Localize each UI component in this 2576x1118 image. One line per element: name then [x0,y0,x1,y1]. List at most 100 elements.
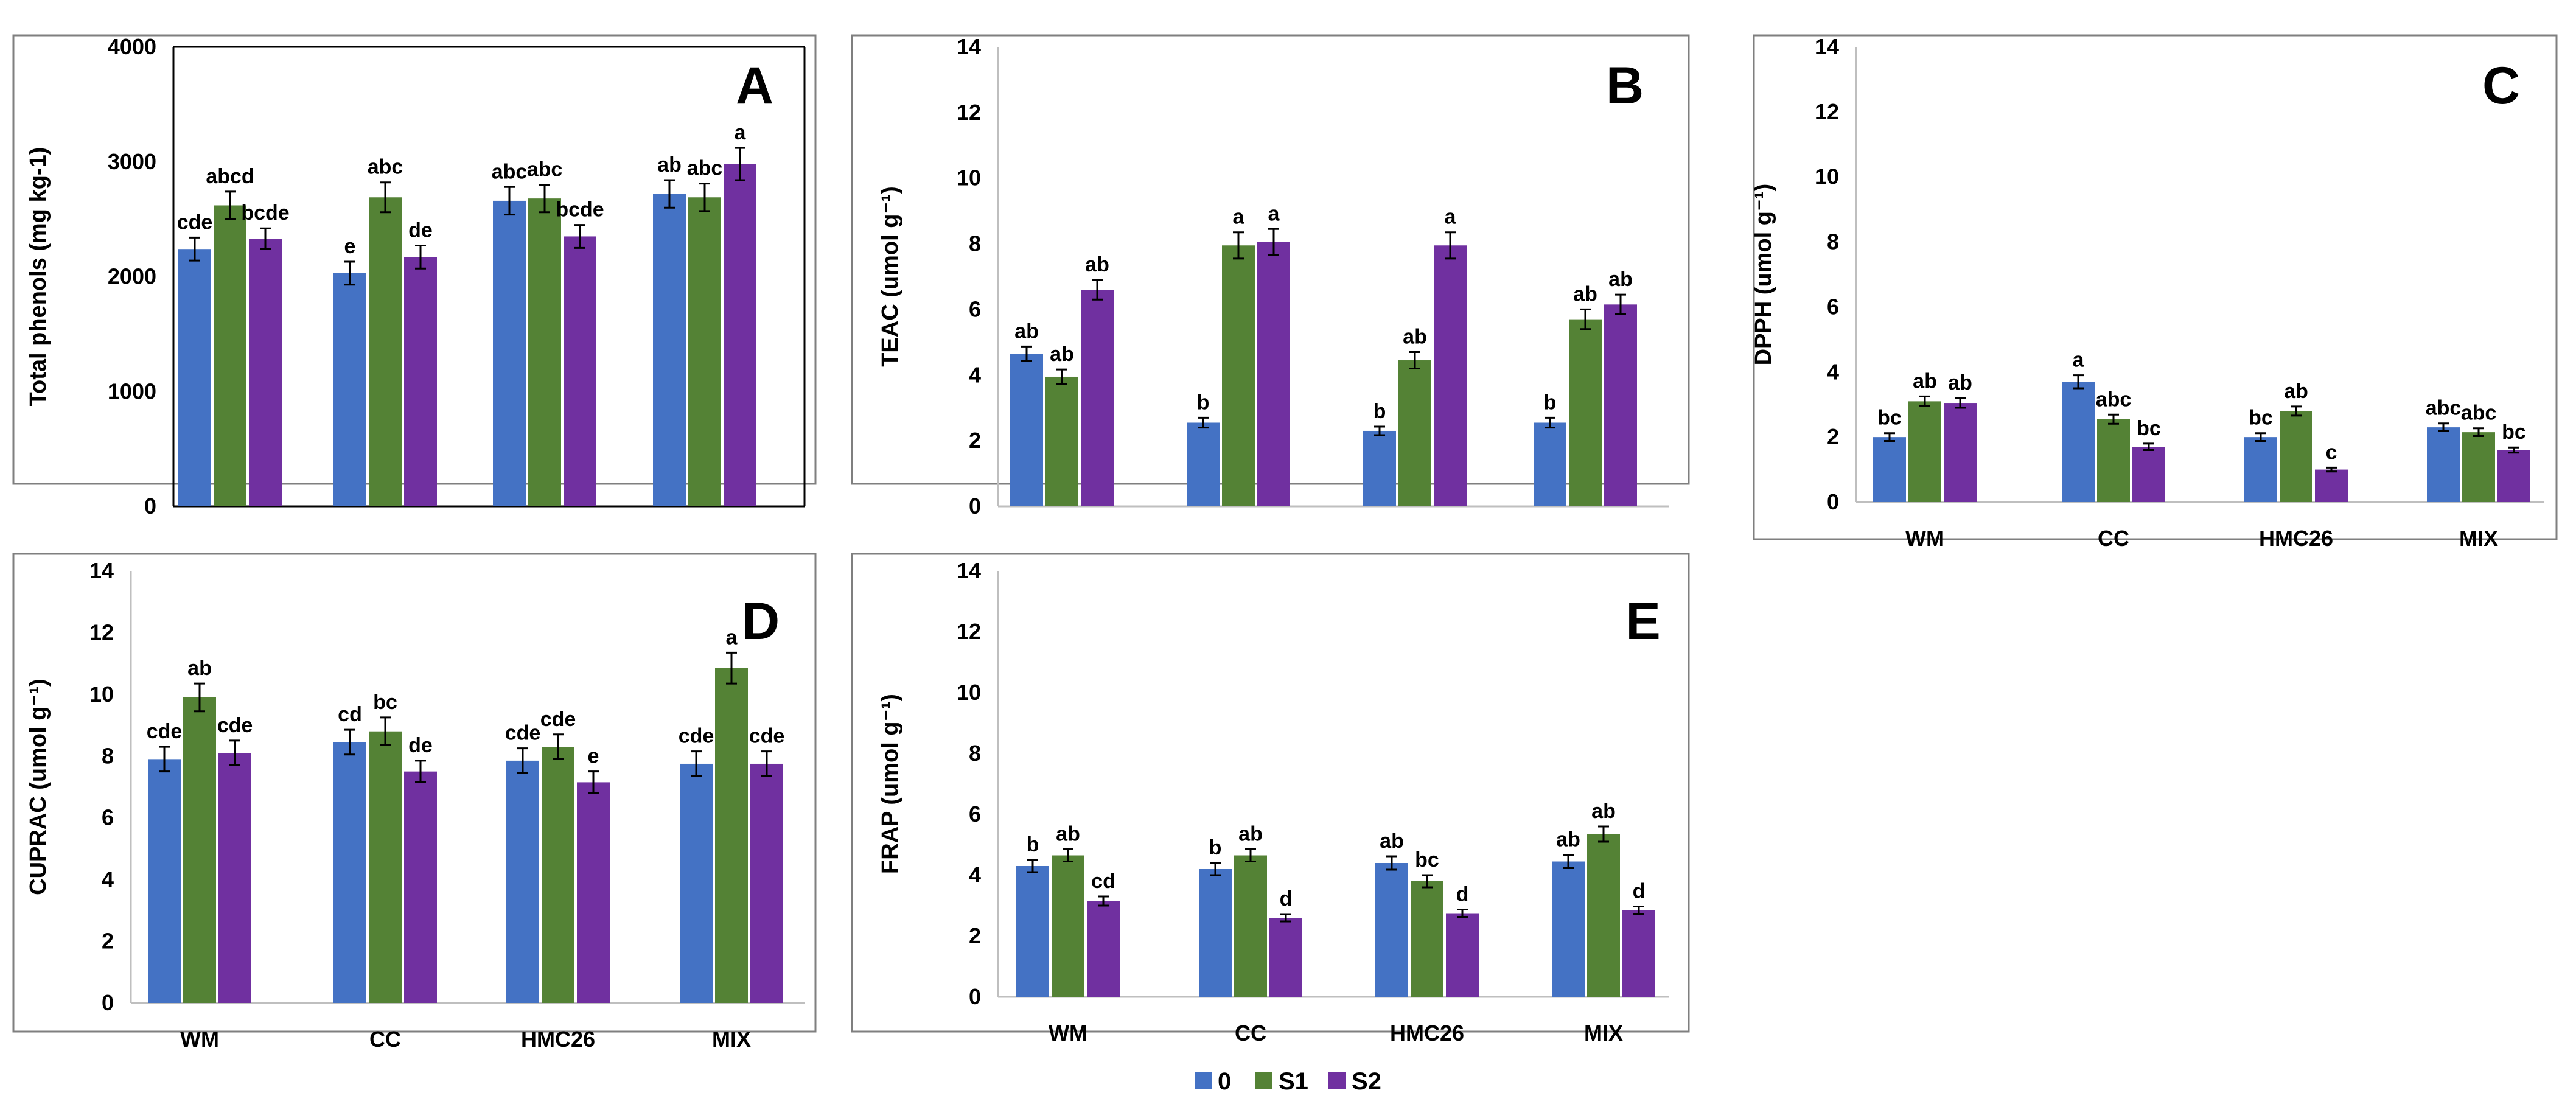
bar-0-wm [148,759,181,1003]
significance-letter: de [408,219,433,242]
category-label-cc: CC [369,1027,401,1052]
bar-0-cc [2062,382,2095,502]
y-tick-label: 0 [1827,489,1839,514]
bar-s2-hmc26 [1434,245,1467,506]
significance-letter: a [1445,206,1457,229]
y-tick-label: 4 [969,362,981,387]
significance-letter: bcde [556,198,604,222]
bar-s1-mix [715,668,748,1003]
y-tick-label: 0 [144,494,156,519]
bar-s1-hmc26 [1411,881,1443,997]
bar-s2-cc [404,257,437,506]
significance-letter: d [1456,883,1469,906]
significance-letter: bc [373,691,397,714]
significance-letter: c [2326,441,2337,464]
y-tick-label: 0 [102,990,114,1015]
bar-s2-mix [724,164,756,506]
significance-letter: a [1268,202,1280,225]
category-label-wm: WM [1049,1021,1087,1046]
legend: 0 S1 S2 [1195,1068,1381,1095]
y-tick-label: 12 [957,100,981,125]
bar-s2-mix [1604,304,1637,506]
significance-letter: a [726,626,738,649]
significance-letter: ab [1948,371,1972,394]
bar-s2-wm [249,239,282,506]
y-axis-label: FRAP (umol g⁻¹) [878,694,903,874]
bar-0-wm [178,249,211,506]
bar-s2-cc [404,771,437,1003]
bar-0-wm [1010,354,1043,506]
bar-s2-cc [1269,918,1302,997]
bar-s2-mix [750,763,783,1003]
category-label-cc: CC [1235,1021,1266,1046]
bar-s2-wm [218,753,251,1003]
bar-s2-wm [1944,403,1977,502]
significance-letter: bc [2137,417,2161,440]
significance-letter: e [588,745,599,768]
significance-letter: bc [1877,407,1902,430]
bar-s1-wm [1908,401,1941,502]
bar-0-hmc26 [506,760,539,1003]
significance-letter: bc [2502,421,2526,444]
y-tick-label: 8 [102,743,114,768]
y-tick-label: 10 [957,680,981,705]
bar-s2-cc [1257,242,1290,506]
bar-0-cc [333,273,366,506]
significance-letter: ab [1380,830,1404,853]
y-tick-label: 4 [102,867,114,892]
significance-letter: cde [540,708,576,731]
bar-0-mix [653,194,686,507]
y-tick-label: 2 [969,428,981,453]
significance-letter: ab [1085,253,1109,276]
significance-letter: b [1027,833,1039,856]
significance-letter: cde [749,725,785,748]
significance-letter: ab [1591,800,1616,823]
significance-letter: d [1280,887,1293,910]
significance-letter: abc [492,160,528,183]
category-label-mix: MIX [1584,1021,1623,1046]
panel-label: D [742,592,780,651]
bar-0-mix [1534,422,1566,506]
y-tick-label: 4000 [108,34,156,59]
bar-s1-cc [1222,245,1255,506]
significance-letter: e [344,235,356,258]
significance-letter: bc [1415,848,1439,872]
y-tick-label: 12 [1815,99,1839,124]
bar-s2-hmc26 [564,236,596,506]
category-label-cc: CC [2098,526,2129,551]
category-label-wm: WM [180,1027,219,1052]
y-tick-label: 6 [969,296,981,321]
legend-label-s2: S2 [1352,1068,1381,1095]
category-label-hmc26: HMC26 [521,1027,595,1052]
bar-0-cc [333,742,366,1003]
bar-s2-mix [1622,910,1655,997]
significance-letter: ab [1573,282,1597,306]
significance-letter: ab [2284,380,2308,403]
bar-s1-cc [1234,855,1267,997]
legend-swatch-s1 [1255,1072,1272,1089]
category-label-wm: WM [1905,526,1944,551]
bar-s1-mix [1569,319,1602,506]
significance-letter: de [408,734,433,757]
y-tick-label: 6 [1827,294,1839,319]
significance-letter: ab [1913,369,1937,393]
significance-letter: cde [679,725,714,748]
significance-letter: a [735,121,747,144]
bar-0-hmc26 [493,200,526,506]
significance-letter: ab [1056,823,1080,846]
significance-letter: b [1197,391,1210,414]
y-tick-label: 2 [102,929,114,954]
bar-0-mix [1552,861,1585,997]
category-label-mix: MIX [2459,526,2498,551]
bar-0-wm [1016,866,1049,997]
bar-s1-wm [1052,855,1084,997]
significance-letter: abc [2096,388,2132,411]
y-tick-label: 4 [969,862,981,887]
category-label-mix: MIX [712,1027,751,1052]
y-tick-label: 14 [957,558,981,583]
y-tick-label: 10 [957,166,981,190]
y-tick-label: 14 [89,558,114,583]
significance-letter: ab [1050,343,1074,366]
